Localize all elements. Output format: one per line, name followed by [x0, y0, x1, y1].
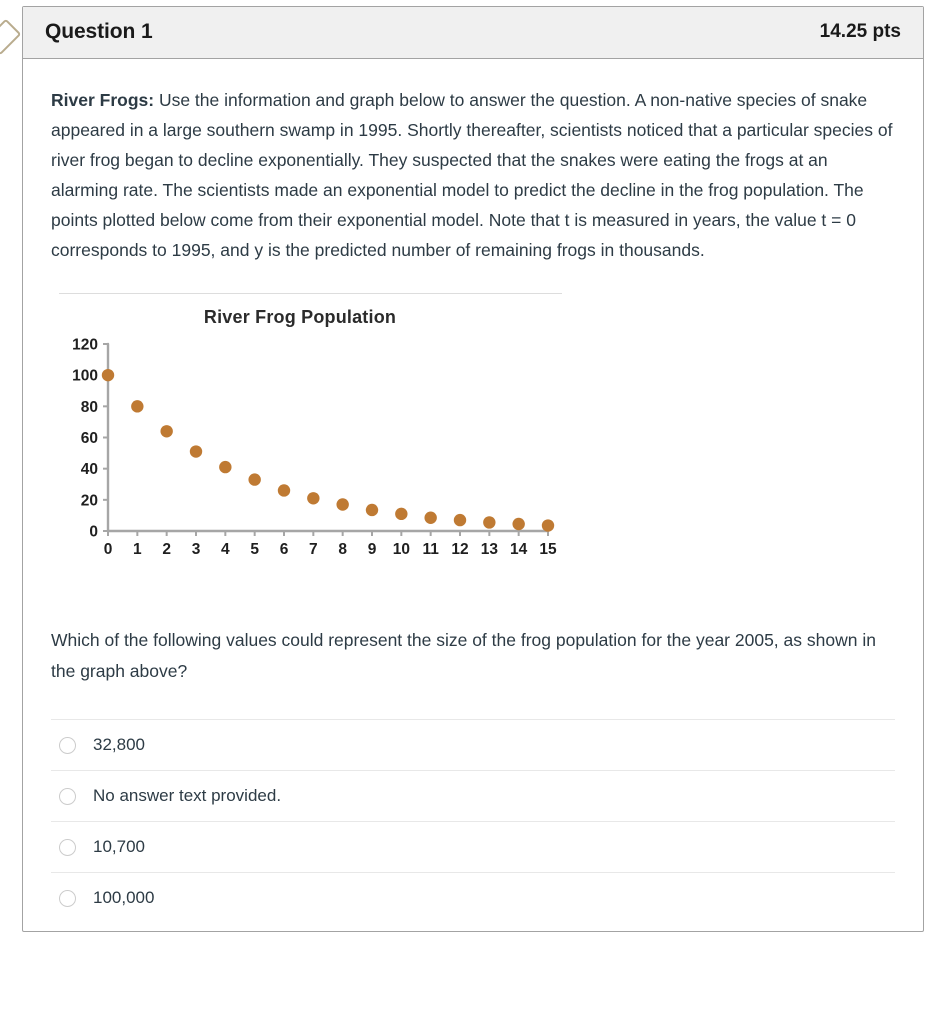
prompt-lead: River Frogs:: [51, 90, 155, 110]
y-axis-tick-label: 0: [89, 524, 98, 541]
data-point: [160, 425, 173, 438]
collapse-chevron-icon[interactable]: [0, 18, 22, 56]
answer-label: No answer text provided.: [93, 786, 282, 805]
followup-question: Which of the following values could repr…: [51, 630, 876, 681]
data-point: [219, 460, 232, 474]
data-point: [424, 511, 437, 524]
x-axis-tick-label: 13: [481, 541, 499, 558]
data-point: [307, 492, 320, 505]
x-axis-tick-label: 14: [510, 541, 528, 558]
question-points: 14.25 pts: [819, 21, 901, 42]
data-point: [512, 517, 525, 531]
radio-icon[interactable]: [59, 838, 76, 856]
data-point: [336, 498, 349, 511]
data-point: [131, 400, 144, 413]
x-axis-tick-label: 3: [192, 541, 201, 558]
prompt-body: Use the information and graph below to a…: [51, 90, 893, 260]
answer-label: 32,800: [93, 735, 145, 754]
answer-option-0[interactable]: 32,800: [51, 719, 895, 770]
y-axis-tick-label: 120: [72, 337, 98, 354]
x-axis-tick-label: 1: [133, 541, 142, 558]
y-axis-tick-label: 80: [81, 399, 98, 416]
data-point: [395, 507, 408, 521]
answer-option-3[interactable]: 100,000: [51, 872, 895, 923]
question-card: Question 1 14.25 pts River Frogs: Use th…: [22, 6, 924, 932]
data-point: [189, 445, 203, 458]
question-prompt: River Frogs: Use the information and gra…: [51, 85, 895, 265]
x-axis-tick-label: 15: [539, 541, 557, 558]
x-axis-tick-label: 0: [104, 541, 113, 558]
x-axis-tick-label: 5: [250, 541, 259, 558]
river-frog-population-chart: 0 20 40 60 80 100 120 0 1 2 3 4 5 6 7 8 9 10 11 12 13 14 15: [51, 334, 561, 589]
x-axis-tick-label: 8: [338, 541, 347, 558]
answer-label: 10,700: [93, 837, 145, 856]
data-point: [277, 484, 291, 497]
x-axis-tick-label: 11: [422, 541, 439, 558]
x-axis-tick-label: 4: [221, 541, 230, 558]
answer-label: 100,000: [93, 888, 155, 907]
answer-options-list: 32,800 No answer text provided. 10,700 1…: [51, 719, 895, 931]
data-point: [365, 503, 379, 517]
data-point: [541, 519, 555, 532]
radio-icon[interactable]: [59, 787, 76, 805]
answer-option-1[interactable]: No answer text provided.: [51, 770, 895, 821]
chart-block: River Frog Population 0 20 40 60 80 100 120 0 1 2…: [51, 293, 562, 589]
radio-icon[interactable]: [59, 736, 76, 754]
x-axis-tick-label: 12: [451, 541, 468, 558]
data-point: [483, 516, 496, 529]
chart-title: River Frog Population: [203, 307, 397, 327]
y-axis-tick-label: 40: [81, 461, 98, 478]
question-header: Question 1 14.25 pts: [23, 7, 923, 59]
x-axis-tick-label: 2: [162, 541, 171, 558]
page-title: Question 1: [45, 20, 153, 43]
x-axis-tick-label: 6: [280, 541, 289, 558]
data-point: [453, 513, 467, 527]
y-axis-tick-label: 60: [81, 430, 98, 447]
x-axis-tick-label: 10: [393, 541, 410, 558]
chart-top-divider: [59, 293, 562, 294]
x-axis-tick-label: 9: [368, 541, 377, 558]
question-body: River Frogs: Use the information and gra…: [23, 59, 923, 931]
radio-icon[interactable]: [59, 889, 76, 907]
data-point: [248, 473, 261, 486]
answer-option-2[interactable]: 10,700: [51, 821, 895, 872]
y-axis-tick-label: 100: [72, 368, 98, 385]
data-point: [101, 368, 115, 382]
y-axis-tick-label: 20: [81, 492, 98, 509]
x-axis-tick-label: 7: [309, 541, 318, 558]
